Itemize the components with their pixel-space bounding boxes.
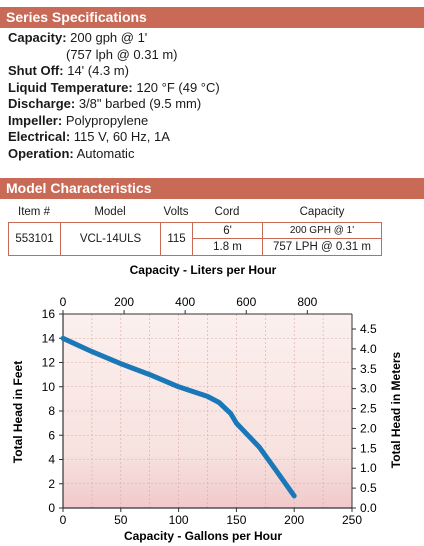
x-top-tick-label: 400 [175,295,195,309]
bottom-axis-label: Capacity - Gallons per Hour [124,529,282,543]
spec-capacity-metric: (757 lph @ 0.31 m) [8,47,220,64]
volts-cell: 115 [161,223,193,255]
x-top-tick-label: 800 [297,295,317,309]
right-axis-label: Total Head in Meters [389,351,403,468]
spec-label: Shut Off: [8,63,64,78]
y-tick-label: 6 [48,428,55,442]
spec-value: 14' (4.3 m) [67,63,129,78]
y-right-tick-label: 3.5 [360,362,377,376]
x-tick-label: 150 [226,513,246,527]
spec-electrical: Electrical: 115 V, 60 Hz, 1A [8,129,220,146]
spec-value: 3/8" barbed (9.5 mm) [78,96,202,111]
spec-label: Liquid Temperature: [8,79,133,95]
spec-value: 120 °F (49 °C) [136,79,220,95]
y-tick-label: 16 [42,307,56,321]
y-tick-label: 8 [48,404,55,418]
y-tick-label: 14 [42,331,56,345]
specifications-list: Capacity: 200 gph @ 1' (757 lph @ 0.31 m… [8,30,220,162]
capacity-lph: 757 LPH @ 0.31 m [273,241,371,253]
spec-value: 115 V, 60 Hz, 1A [73,129,170,144]
column-header-cord: Cord [214,206,240,218]
x-top-tick-label: 600 [236,295,256,309]
cord-cell: 6' 1.8 m [193,223,263,255]
spec-label: Capacity: [8,30,67,45]
x-top-tick-label: 0 [60,295,67,309]
spec-value: 200 gph @ 1' [70,30,148,45]
performance-curve-svg: Capacity - Liters per Hour Capacity - Ga… [11,263,403,543]
model-characteristics-header: Model Characteristics [0,178,424,199]
column-header-item: Item # [18,206,50,218]
column-header-model: Model [94,206,126,218]
x-tick-label: 0 [60,513,67,527]
x-tick-label: 250 [342,513,362,527]
y-tick-label: 0 [48,501,55,515]
performance-curve-line [60,335,297,499]
cord-feet: 6' [193,223,262,239]
spec-liquid-temperature: Liquid Temperature: 120 °F (49 °C) [8,80,220,97]
spec-impeller: Impeller: Polypropylene [8,113,220,130]
series-specifications-header: Series Specifications [0,7,424,28]
x-tick-label: 100 [169,513,189,527]
y-tick-label: 4 [48,453,55,467]
x-tick-label: 200 [284,513,304,527]
column-header-capacity: Capacity [299,206,345,218]
column-header-volts: Volts [163,206,189,218]
capacity-cell: 200 GPH @ 1' 757 LPH @ 0.31 m [263,223,381,255]
y-right-tick-label: 4.0 [360,342,377,356]
y-right-tick-label: 0.0 [360,501,377,515]
y-tick-label: 2 [48,477,55,491]
spec-capacity: Capacity: 200 gph @ 1' [8,30,220,47]
spec-label: Electrical: [8,129,71,144]
spec-value: Automatic [76,145,135,161]
y-tick-label: 10 [42,380,56,394]
capacity-gph: 200 GPH @ 1' [263,223,381,239]
y-right-tick-label: 3.0 [360,382,377,396]
spec-value: (757 lph @ 0.31 m) [66,46,178,62]
spec-label: Operation: [8,145,74,161]
left-axis-label: Total Head in Feet [11,361,25,463]
item-number-cell: 553101 [9,223,61,255]
spec-label: Discharge: [8,96,76,111]
spec-operation: Operation: Automatic [8,146,220,163]
spec-shut-off: Shut Off: 14' (4.3 m) [8,63,220,80]
model-cell: VCL-14ULS [61,223,161,255]
performance-curve-chart: Capacity - Liters per Hour Capacity - Ga… [0,260,424,546]
x-top-tick-label: 200 [114,295,134,309]
y-right-tick-label: 1.0 [360,461,377,475]
spec-discharge: Discharge: 3/8" barbed (9.5 mm) [8,96,220,113]
y-tick-label: 12 [42,356,56,370]
top-axis-label: Capacity - Liters per Hour [130,263,277,277]
y-right-tick-label: 2.0 [360,421,377,435]
spec-label: Impeller: [8,112,63,128]
cord-meters: 1.8 m [213,241,242,253]
y-right-tick-label: 2.5 [360,402,377,416]
spec-value: Polypropylene [65,112,149,128]
y-right-tick-label: 0.5 [360,481,377,495]
y-right-tick-label: 1.5 [360,441,377,455]
y-right-tick-label: 4.5 [360,322,377,336]
model-table-row: 553101 VCL-14ULS 115 6' 1.8 m 200 GPH @ … [8,222,382,256]
x-tick-label: 50 [114,513,128,527]
